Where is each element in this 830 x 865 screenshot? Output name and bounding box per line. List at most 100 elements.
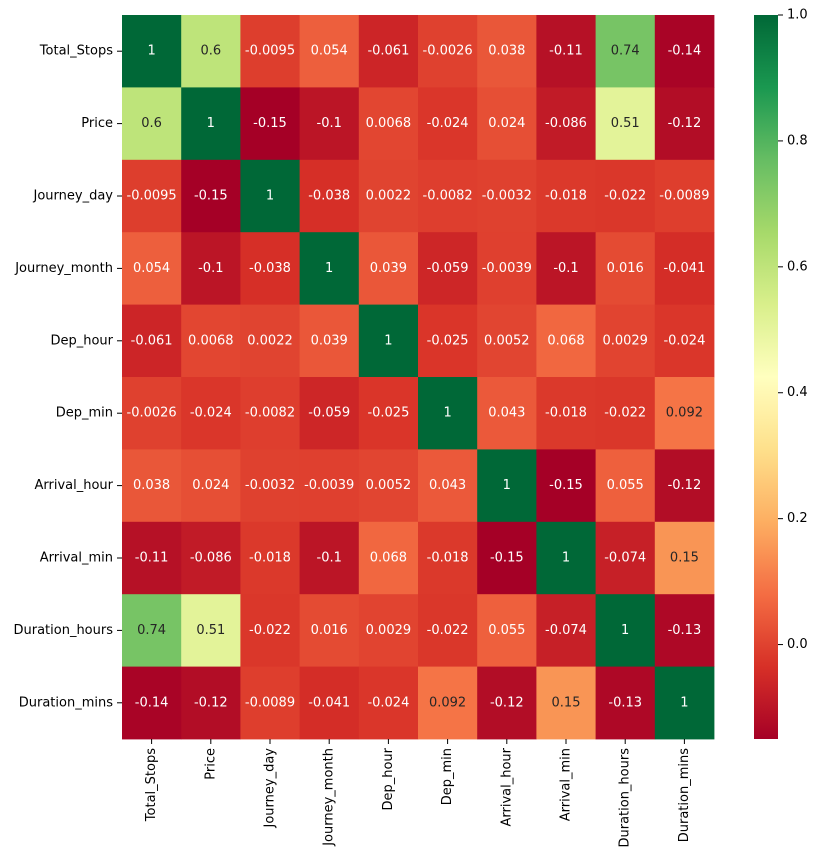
- cell-value-label: 0.0029: [366, 623, 412, 638]
- cell-value-label: -0.1: [198, 261, 223, 276]
- cell-value-label: -0.0082: [245, 406, 295, 421]
- cell-value-label: -0.041: [663, 261, 705, 276]
- cell-value-label: -0.018: [427, 551, 469, 566]
- heatmap-cell: [654, 449, 715, 523]
- heatmap-cell: [418, 232, 478, 305]
- cell-value-label: 0.016: [311, 623, 348, 638]
- heatmap-cell: [418, 594, 478, 667]
- x-tick-label: Dep_min: [440, 748, 455, 805]
- heatmap-cell: [240, 666, 300, 740]
- cell-value-label: -0.0026: [423, 44, 473, 59]
- heatmap-cell: [181, 377, 241, 450]
- y-tick-label: Dep_hour: [50, 333, 113, 348]
- heatmap-cell: [536, 449, 596, 523]
- cell-value-label: 0.15: [670, 551, 699, 566]
- cell-value-label: -0.018: [545, 406, 587, 421]
- heatmap-cell: [299, 377, 360, 450]
- cell-value-label: -0.022: [604, 189, 646, 204]
- heatmap-annotations: 1 0.6 -0.0095 0.054 -0.061 -0.0026 0.038 -0.11 0…: [127, 44, 710, 711]
- cell-value-label: -0.15: [253, 116, 287, 131]
- cell-value-label: -0.0026: [127, 406, 177, 421]
- heatmap-cell: [654, 232, 715, 305]
- cell-value-label: -0.0039: [482, 261, 532, 276]
- colorbar-tick-label: 0.4: [787, 385, 808, 400]
- heatmap-cell: [358, 232, 419, 305]
- cell-value-label: -0.059: [308, 406, 350, 421]
- cell-value-label: -0.12: [668, 478, 702, 493]
- heatmap-cell: [654, 15, 715, 88]
- cell-value-label: 0.054: [311, 44, 348, 59]
- cell-value-label: 0.15: [552, 695, 581, 710]
- heatmap-cell: [654, 666, 715, 740]
- heatmap-cell: [181, 232, 241, 305]
- cell-value-label: 0.055: [488, 623, 525, 638]
- cell-value-label: -0.041: [308, 695, 350, 710]
- cell-value-label: -0.0082: [423, 189, 473, 204]
- cell-value-label: 0.74: [137, 623, 166, 638]
- cell-value-label: 0.068: [547, 333, 584, 348]
- heatmap-cell: [122, 521, 182, 595]
- heatmap-cell: [477, 449, 537, 523]
- heatmap-cell: [536, 159, 596, 233]
- x-tick-label: Total_Stops: [144, 748, 159, 822]
- cell-value-label: -0.11: [549, 44, 583, 59]
- heatmap-cell: [477, 232, 537, 305]
- cell-value-label: 0.024: [192, 478, 229, 493]
- heatmap-cell: [536, 15, 596, 88]
- heatmap-cell: [654, 377, 715, 450]
- x-tick-label: Arrival_min: [559, 748, 574, 821]
- cell-value-label: 1: [562, 551, 570, 566]
- heatmap-cell: [181, 594, 241, 667]
- cell-value-label: -0.11: [135, 551, 169, 566]
- heatmap-cell: [299, 449, 360, 523]
- cell-value-label: -0.13: [668, 623, 702, 638]
- cell-value-label: -0.15: [194, 189, 228, 204]
- heatmap-cell: [358, 15, 419, 88]
- cell-value-label: 1: [680, 695, 688, 710]
- cell-value-label: -0.1: [317, 551, 342, 566]
- x-tick-label: Journey_day: [263, 748, 278, 829]
- cell-value-label: -0.018: [249, 551, 291, 566]
- heatmap-cell: [595, 232, 656, 305]
- cell-value-label: 0.51: [611, 116, 640, 131]
- heatmap-cell: [358, 377, 419, 450]
- cell-value-label: 1: [621, 623, 629, 638]
- cell-value-label: 0.0052: [366, 478, 412, 493]
- colorbar: 0.0 0.2 0.4 0.6 0.8 1.0: [754, 8, 808, 739]
- heatmap-cell: [240, 594, 300, 667]
- cell-value-label: -0.074: [604, 551, 646, 566]
- heatmap-cell: [358, 449, 419, 523]
- cell-value-label: -0.0095: [245, 44, 295, 59]
- heatmap-cell: [477, 377, 537, 450]
- heatmap-cell: [358, 159, 419, 233]
- cell-value-label: 0.51: [196, 623, 225, 638]
- y-tick-label: Journey_month: [14, 261, 113, 276]
- y-tick-label: Price: [81, 116, 113, 131]
- heatmap-cell: [595, 521, 656, 595]
- x-tick-label: Dep_hour: [381, 747, 396, 810]
- cell-value-label: 0.092: [429, 695, 466, 710]
- y-tick-label: Duration_mins: [19, 695, 113, 710]
- heatmap-cell: [299, 594, 360, 667]
- heatmap-cell: [595, 594, 656, 667]
- heatmap-cell: [477, 666, 537, 740]
- cell-value-label: -0.086: [545, 116, 587, 131]
- heatmap-cell: [595, 15, 656, 88]
- heatmap-cell: [122, 15, 182, 88]
- heatmap-cell: [240, 521, 300, 595]
- heatmap-cell: [299, 15, 360, 88]
- cell-value-label: 0.74: [611, 44, 640, 59]
- heatmap-cell: [536, 377, 596, 450]
- cell-value-label: 0.092: [666, 406, 703, 421]
- heatmap-cell: [595, 666, 656, 740]
- cell-value-label: -0.0089: [659, 189, 709, 204]
- heatmap-cell: [122, 159, 182, 233]
- y-tick-label: Arrival_hour: [34, 478, 113, 493]
- heatmap-cell: [536, 87, 596, 161]
- colorbar-tick-label: 0.8: [787, 133, 808, 148]
- heatmap-cell: [595, 87, 656, 161]
- cell-value-label: 1: [207, 116, 215, 131]
- heatmap-cell: [240, 159, 300, 233]
- heatmap-cell: [358, 304, 419, 378]
- heatmap-cell: [536, 232, 596, 305]
